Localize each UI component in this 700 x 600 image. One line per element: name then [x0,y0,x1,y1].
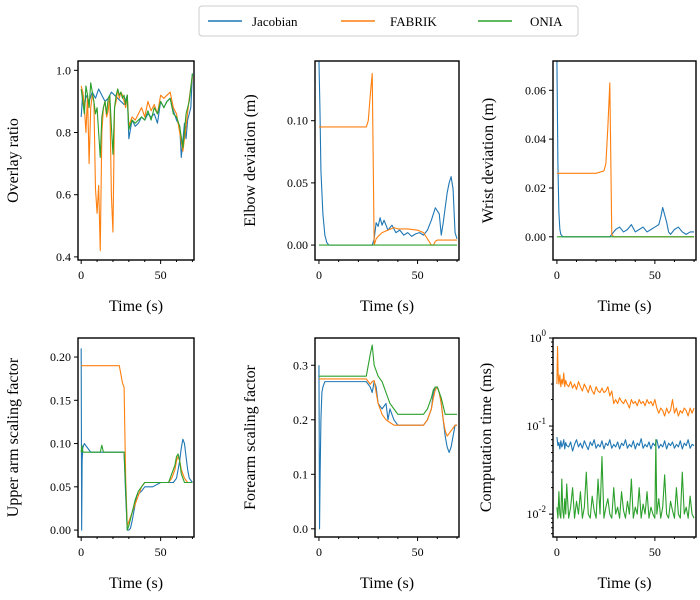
x-tick-label: 0 [316,268,322,282]
series-group [556,345,695,519]
series-line-onia [318,344,458,415]
legend: Jacobian FABRIK ONIA [198,5,579,37]
chart-panel-3: 0 50 0.00 0.02 0.04 0.06 Time (s) Wrist deviati… [480,60,697,315]
series-line-onia [556,439,695,519]
x-axis-label: Time (s) [597,298,651,315]
y-tick-label: 0.6 [56,188,71,202]
y-axis-label: Overlay ratio [5,118,22,203]
y-tick-label: 0.0 [293,522,308,536]
series-line-fabrik [318,378,458,437]
chart-panel-1: 0 50 0.4 0.6 0.8 1.0 Time (s) Overlay ratio [5,60,195,315]
x-axis-label: Time (s) [109,575,163,592]
plot-frame [314,60,460,261]
y-tick-label: 100 [530,328,547,345]
series-line-jacobian [556,437,695,452]
x-tick-label: 50 [412,268,424,282]
plot-frame [77,60,195,261]
y-axis-label: Wrist deviation (m) [480,98,497,224]
x-tick-label: 50 [649,545,661,559]
y-tick-label: 0.06 [525,83,546,97]
legend-label-jacobian: Jacobian [252,14,298,29]
series-line-fabrik [81,365,193,527]
series-group [318,61,458,246]
plot-frame [77,337,195,538]
legend-box [198,5,579,37]
series-group [80,73,193,252]
chart-panel-5: 0 50 0.0 0.1 0.2 0.3 Time (s) Forearm scaling f… [242,337,460,592]
series-line-onia [80,73,193,158]
y-tick-label: 0.04 [525,132,546,146]
plot-frame [314,337,460,538]
x-axis-label: Time (s) [360,575,414,592]
y-tick-label: 1.0 [56,63,71,77]
series-group [556,61,695,238]
x-tick-label: 50 [412,545,424,559]
y-tick-label: 0.10 [287,114,308,128]
legend-label-fabrik: FABRIK [390,14,437,29]
series-line-jacobian [80,348,193,531]
y-axis-label: Forearm scaling factor [242,364,259,510]
y-tick-label: 0.20 [50,350,71,364]
x-tick-label: 0 [78,268,84,282]
series-line-fabrik [556,345,695,417]
y-axis-label: Upper arm scaling factor [5,357,22,517]
y-tick-label: 0.8 [56,126,71,140]
x-tick-label: 0 [316,545,322,559]
series-line-onia [80,444,193,531]
y-tick-label: 0.00 [50,523,71,537]
series-line-fabrik [80,76,193,252]
x-tick-label: 50 [649,268,661,282]
y-tick-label: 0.05 [287,176,308,190]
y-tick-label: 10-1 [527,416,547,433]
series-group [318,344,458,530]
y-tick-label: 0.00 [525,230,546,244]
x-tick-label: 0 [554,268,560,282]
x-tick-label: 50 [155,545,167,559]
x-tick-label: 50 [155,268,167,282]
x-tick-label: 0 [78,545,84,559]
y-tick-label: 0.15 [50,393,71,407]
series-line-fabrik [556,82,695,238]
y-tick-label: 0.02 [525,181,546,195]
legend-label-onia: ONIA [530,14,563,29]
series-line-jacobian [556,61,695,238]
chart-panel-6: 0 50 10-2 10-1 100 Time (s) Computation time (… [478,328,697,592]
series-group [80,348,193,531]
series-line-fabrik [318,72,458,246]
y-tick-label: 0.1 [293,467,308,481]
y-tick-label: 0.05 [50,480,71,494]
y-tick-label: 10-2 [527,504,547,521]
chart-panel-4: 0 50 0.00 0.05 0.10 0.15 0.20 Time (s) Upper arm… [5,337,195,592]
y-tick-label: 0.2 [293,413,308,427]
y-axis-label: Elbow deviation (m) [242,94,259,226]
x-axis-label: Time (s) [109,298,163,315]
y-tick-label: 0.4 [56,250,71,264]
y-tick-label: 0.10 [50,437,71,451]
x-axis-label: Time (s) [360,298,414,315]
chart-panel-2: 0 50 0.00 0.05 0.10 Time (s) Elbow deviation (… [242,60,460,315]
plot-frame [552,337,697,538]
x-tick-label: 0 [554,545,560,559]
y-tick-label: 0.3 [293,358,308,372]
series-line-jacobian [318,61,458,246]
y-axis-label: Computation time (ms) [478,363,495,512]
x-axis-label: Time (s) [597,575,651,592]
plot-frame [552,60,697,261]
series-line-jacobian [318,365,458,530]
y-tick-label: 0.00 [287,238,308,252]
